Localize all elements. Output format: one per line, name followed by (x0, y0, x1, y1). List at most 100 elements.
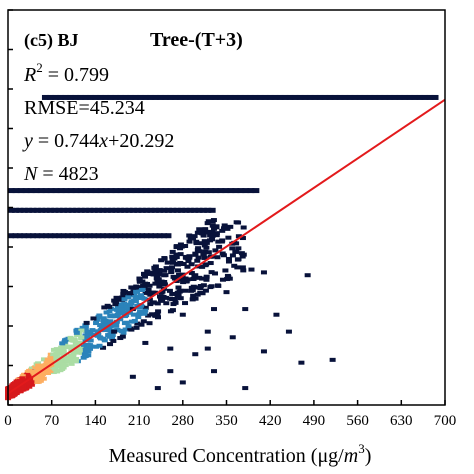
heatmap-cell (174, 268, 181, 273)
heatmap-cell (155, 277, 162, 282)
heatmap-cell (177, 246, 184, 251)
heatmap-cell (90, 316, 97, 321)
heatmap-cell (158, 258, 165, 263)
heatmap-cell (38, 207, 46, 213)
heatmap-cell (201, 255, 208, 260)
heatmap-cell (191, 234, 198, 239)
heatmap-cell (101, 94, 109, 100)
heatmap-cell (71, 358, 78, 363)
heatmap-cell (226, 94, 234, 100)
heatmap-cell (184, 277, 191, 282)
heatmap-cell (82, 188, 90, 194)
heatmap-cell (52, 188, 60, 194)
heatmap-cell (11, 207, 19, 213)
heatmap-cell (190, 293, 197, 298)
heatmap-cell (241, 94, 249, 100)
heatmap-cell (207, 233, 214, 238)
heatmap-cell (161, 256, 168, 261)
heatmap-cell (28, 366, 35, 371)
heatmap-cell (217, 188, 225, 194)
heatmap-cell (227, 224, 234, 229)
heatmap-cell (285, 329, 292, 334)
heatmap-cell (82, 333, 89, 338)
heatmap-cell (195, 246, 202, 251)
heatmap-cell (211, 307, 218, 312)
heatmap-cell (203, 245, 210, 250)
heatmap-cell (146, 321, 153, 326)
heatmap-cell (118, 303, 125, 308)
heatmap-cell (19, 376, 26, 381)
heatmap-cell (306, 94, 314, 100)
heatmap-cell (196, 249, 203, 254)
heatmap-cell (156, 284, 163, 289)
heatmap-cell (120, 292, 127, 297)
heatmap-cell (149, 290, 156, 295)
heatmap-cell (110, 338, 117, 343)
heatmap-cell (73, 233, 80, 239)
heatmap-cell (92, 188, 100, 194)
heatmap-cell (232, 188, 240, 194)
heatmap-cell (204, 329, 211, 334)
heatmap-cell (235, 257, 242, 262)
heatmap-cell (62, 188, 70, 194)
heatmap-cell (213, 225, 220, 230)
heatmap-cell (60, 343, 67, 348)
heatmap-cell (200, 283, 207, 288)
heatmap-cell (136, 94, 144, 100)
heatmap-cell (57, 368, 64, 373)
heatmap-cell (170, 274, 177, 279)
heatmap-cell (235, 234, 242, 239)
x-tick-label: 210 (128, 413, 151, 429)
heatmap-cell (113, 233, 120, 239)
heatmap-cell (167, 369, 174, 374)
heatmap-cell (166, 288, 173, 293)
heatmap-cell (242, 386, 249, 391)
heatmap-cell (139, 233, 146, 239)
heatmap-cell (37, 365, 44, 370)
heatmap-cell (231, 94, 239, 100)
heatmap-cell (41, 94, 49, 100)
heatmap-cell (169, 249, 176, 254)
heatmap-cell (311, 94, 319, 100)
heatmap-cell (113, 319, 120, 324)
heatmap-cell (48, 363, 55, 368)
heatmap-cell (206, 94, 214, 100)
heatmap-cell (242, 307, 249, 312)
heatmap-cell (107, 319, 114, 324)
x-axis-label: Measured Concentration (μg/m3) (109, 441, 372, 467)
heatmap-cell (181, 94, 189, 100)
heatmap-cell (12, 233, 19, 239)
heatmap-cell (126, 94, 134, 100)
heatmap-cell (316, 94, 324, 100)
heatmap-cell (82, 336, 89, 341)
heatmap-cell (99, 207, 107, 213)
heatmap-cell (77, 207, 85, 213)
heatmap-cell (42, 188, 50, 194)
heatmap-cell (192, 273, 199, 278)
heatmap-cell (152, 233, 159, 239)
heatmap-cell (50, 352, 57, 357)
heatmap-cell (128, 301, 135, 306)
heatmap-cell (391, 94, 399, 100)
heatmap-cell (204, 207, 212, 213)
heatmap-cell (54, 356, 61, 361)
heatmap-cell (203, 262, 210, 267)
heatmap-cell (45, 371, 52, 376)
heatmap-cell (411, 94, 419, 100)
x-tick-label: 560 (346, 413, 369, 429)
heatmap-cell (246, 94, 254, 100)
heatmap-cell (173, 261, 180, 266)
heatmap-cell (102, 188, 110, 194)
heatmap-cell (232, 249, 239, 254)
heatmap-cell (133, 289, 140, 294)
heatmap-cell (201, 243, 208, 248)
heatmap-cell (304, 273, 311, 278)
heatmap-cell (276, 94, 284, 100)
heatmap-cell (21, 233, 28, 239)
heatmap-cell (202, 288, 209, 293)
heatmap-cell (147, 188, 155, 194)
heatmap-cell (141, 271, 148, 276)
heatmap-cell (140, 283, 147, 288)
heatmap-cell (169, 265, 176, 270)
heatmap-cell (194, 258, 201, 263)
